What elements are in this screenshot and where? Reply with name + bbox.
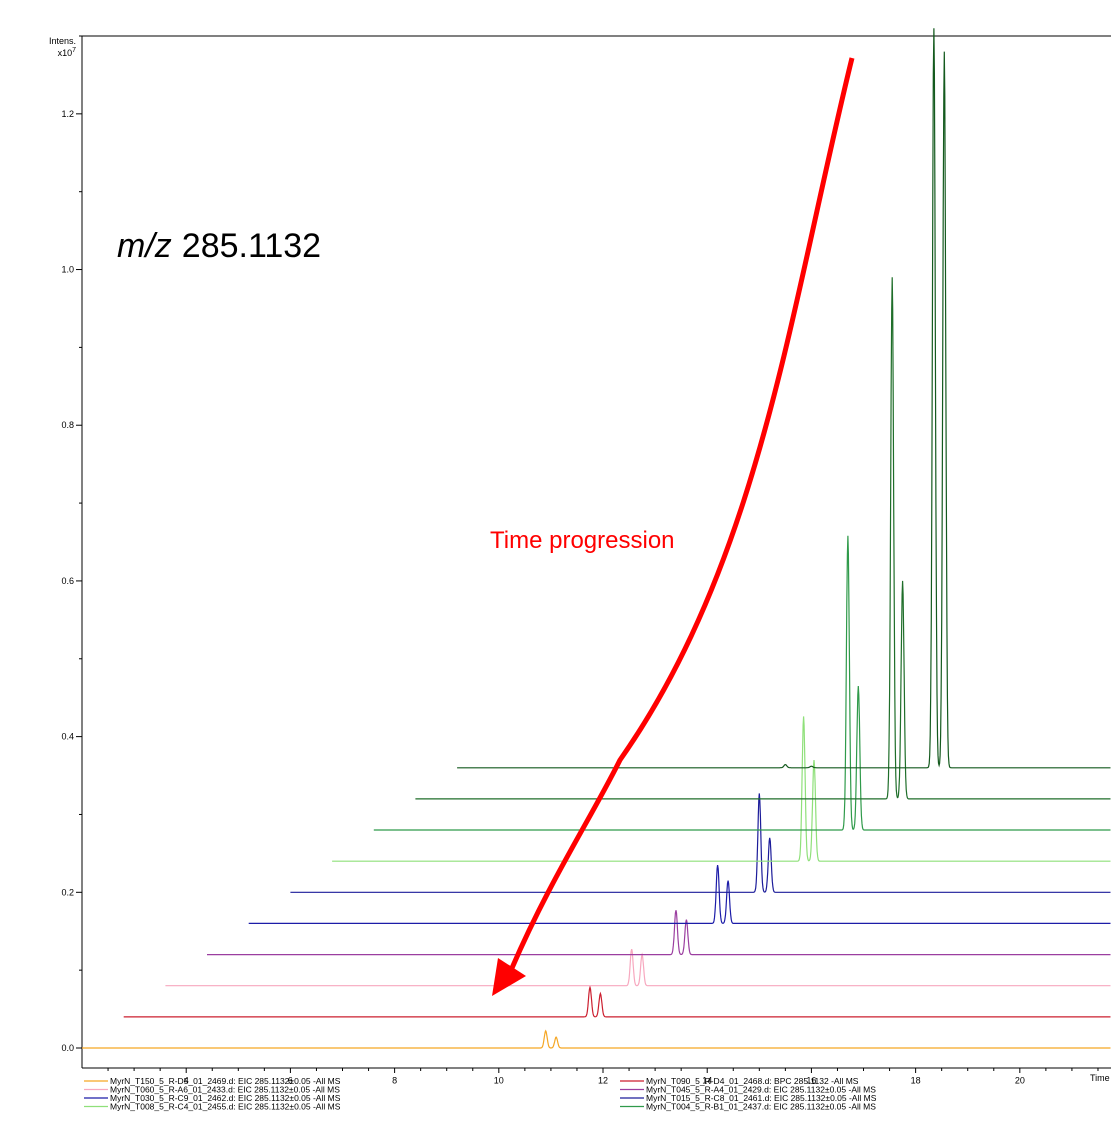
series-trace <box>457 28 1111 769</box>
legend-entry: MyrN_T045_5_R-A4_01_2429.d: EIC 285.1132… <box>646 1085 876 1095</box>
series-trace <box>207 910 1111 956</box>
series-layer <box>82 28 1111 1049</box>
series-trace <box>415 277 1111 800</box>
legend-entry: MyrN_T060_5_R-A6_01_2433.d: EIC 285.1132… <box>110 1085 340 1095</box>
legend-entry: MyrN_T008_5_R-C4_01_2455.d: EIC 285.1132… <box>110 1102 341 1112</box>
y-tick-label: 0.4 <box>61 732 74 742</box>
series-trace <box>82 1029 1111 1049</box>
mz-annotation-value: 285.1132 <box>182 227 321 265</box>
series-trace <box>123 985 1111 1018</box>
series-trace <box>373 535 1111 831</box>
legend: MyrN_T150_5_R-D5_01_2469.d: EIC 285.1132… <box>84 1076 877 1112</box>
x-tick-label: 18 <box>911 1075 921 1085</box>
plot-frame <box>81 35 1111 1069</box>
series-trace <box>290 793 1111 893</box>
x-tick-label: 6 <box>288 1075 293 1085</box>
x-tick-label: 8 <box>392 1075 397 1085</box>
axis-ticks: 4 6 8 10 12 14 16 18 20 0.0 0.2 0.4 0.6 0.8 1.0 1.2 <box>61 35 1099 1085</box>
x-tick-label: 4 <box>184 1075 189 1085</box>
series-trace <box>332 716 1111 862</box>
legend-entry: MyrN_T090_5_R-D4_01_2468.d: BPC 285.1132… <box>646 1076 859 1086</box>
x-tick-label: 16 <box>806 1075 816 1085</box>
x-axis-label: Time <box>1090 1073 1110 1083</box>
y-tick-label: 0.8 <box>61 420 74 430</box>
legend-entry: MyrN_T030_5_R-C9_01_2462.d: EIC 285.1132… <box>110 1093 341 1103</box>
x-tick-label: 14 <box>702 1075 712 1085</box>
arrow-label: Time progression <box>490 527 675 554</box>
y-tick-label: 0.0 <box>61 1043 74 1053</box>
y-tick-label: 1.2 <box>61 109 74 119</box>
legend-entry: MyrN_T015_5_R-C8_01_2461.d: EIC 285.1132… <box>646 1093 877 1103</box>
y-axis-label-line1: Intens. <box>49 36 76 46</box>
y-tick-label: 0.2 <box>61 887 74 897</box>
y-axis-label-line2: x107 <box>58 47 77 58</box>
series-trace <box>165 948 1111 987</box>
y-axis-label-multiplier: x10 <box>58 48 73 58</box>
x-tick-label: 12 <box>598 1075 608 1085</box>
mz-annotation: m/z 285.1132 <box>117 227 321 265</box>
x-tick-label: 10 <box>494 1075 504 1085</box>
legend-entry: MyrN_T004_5_R-B1_01_2437.d: EIC 285.1132… <box>646 1102 876 1112</box>
mz-annotation-prefix: m/z <box>117 227 172 265</box>
legend-entry: MyrN_T150_5_R-D5_01_2469.d: EIC 285.1132… <box>110 1076 341 1086</box>
time-progression-arrow <box>492 57 855 996</box>
x-tick-label: 20 <box>1015 1075 1025 1085</box>
y-tick-label: 0.6 <box>61 576 74 586</box>
y-tick-label: 1.0 <box>61 265 74 275</box>
y-axis-label-exponent: 7 <box>72 47 76 54</box>
series-trace <box>248 865 1111 925</box>
